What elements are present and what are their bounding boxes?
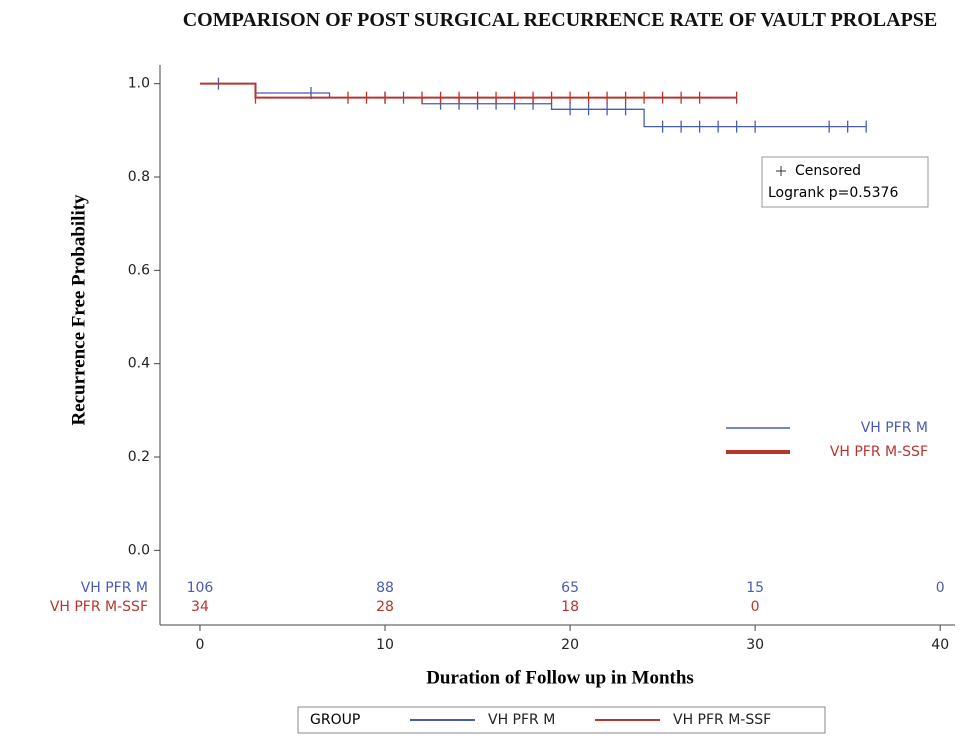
y-tick-label: 0.0 — [128, 542, 150, 558]
y-tick-label: 0.4 — [128, 356, 150, 372]
x-tick-label: 0 — [196, 637, 205, 653]
at-risk-count: 0 — [751, 599, 760, 615]
stats-box — [761, 156, 929, 208]
annotation: Logrank p=0.5376 — [768, 185, 898, 201]
risk-row-label: VH PFR M-SSF — [50, 599, 148, 615]
chart-title: COMPARISON OF POST SURGICAL RECURRENCE R… — [182, 9, 938, 31]
legend-label: VH PFR M — [861, 420, 928, 436]
censor-symbol — [776, 166, 786, 176]
y-tick-label: 0.8 — [128, 169, 150, 185]
at-risk-count: 0 — [936, 580, 945, 596]
at-risk-count: 106 — [187, 580, 214, 596]
at-risk-count: 15 — [746, 580, 764, 596]
at-risk-count: 18 — [561, 599, 579, 615]
x-tick-label: 10 — [376, 637, 394, 653]
at-risk-count: 65 — [561, 580, 579, 596]
y-tick-label: 1.0 — [128, 76, 150, 92]
x-tick-label: 20 — [561, 637, 579, 653]
censored-label: Censored — [795, 163, 861, 179]
y-tick-label: 0.6 — [128, 262, 150, 278]
x-tick-label: 30 — [746, 637, 764, 653]
legend-title: GROUP — [310, 712, 360, 728]
risk-row-label: VH PFR M — [81, 580, 148, 596]
legend-label: VH PFR M — [488, 712, 555, 728]
at-risk-count: 88 — [376, 580, 394, 596]
y-axis-label: Recurrence Free Probability — [68, 194, 89, 426]
x-axis-label: Duration of Follow up in Months — [426, 667, 694, 688]
legend-box — [297, 706, 826, 734]
at-risk-count: 34 — [191, 599, 209, 615]
survival-curve — [199, 82, 737, 99]
legend-label: VH PFR M-SSF — [673, 712, 771, 728]
at-risk-count: 28 — [376, 599, 394, 615]
legend-label: VH PFR M-SSF — [830, 444, 928, 460]
y-tick-label: 0.2 — [128, 449, 150, 465]
x-tick-label: 40 — [931, 637, 949, 653]
